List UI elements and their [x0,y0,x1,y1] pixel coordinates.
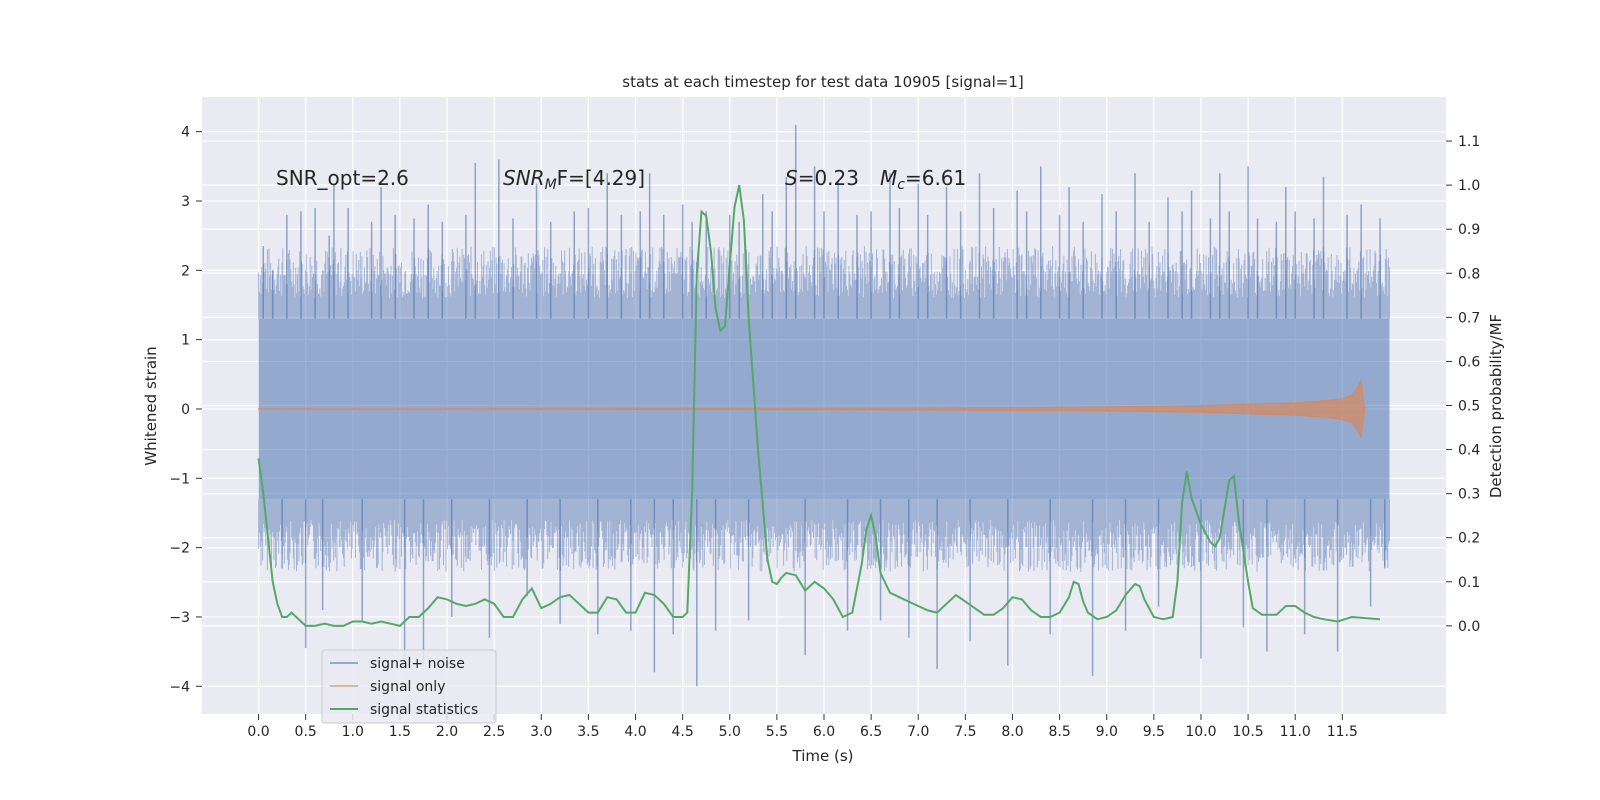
x-tick-label-17: 8.5 [1048,724,1070,740]
y-right-tick-label-2: 0.9 [1458,222,1480,238]
y-left-tick-label-6: −2 [169,541,190,557]
annotation-mc-rest: =6.61 [905,166,966,190]
y-right-tick-label-4: 0.7 [1458,310,1480,326]
y-right-axis-label: Detection probability/MF [1487,314,1505,498]
x-tick-label-11: 5.5 [766,724,788,740]
x-tick-label-9: 4.5 [672,724,694,740]
x-tick-label-6: 3.0 [530,724,552,740]
y-right-tick-label-3: 0.8 [1458,266,1480,282]
x-tick-label-13: 6.5 [860,724,882,740]
x-tick-label-2: 1.0 [342,724,364,740]
annotation-s-rest: =0.23 [798,166,859,190]
y-right-tick-label-10: 0.1 [1458,575,1480,591]
annotation-snr-mf-sub: M [545,177,557,193]
legend-label-signal-statistics: signal statistics [370,702,478,718]
y-right-tick-label-6: 0.5 [1458,399,1480,415]
signal-plus-noise-fluctuation-lower [258,499,1390,572]
x-tick-label-19: 9.5 [1143,724,1165,740]
series-signal-only [257,377,1366,440]
x-tick-label-21: 10.5 [1233,724,1264,740]
annotation-s-main: S [785,166,798,190]
y-left-tick-label-7: −3 [169,610,190,626]
y-right-axis-ticks: 1.1 1.0 0.9 0.8 0.7 0.6 0.5 0.4 0.3 0.2 0.1 0.0 [1446,134,1480,635]
x-tick-label-8: 4.0 [624,724,646,740]
y-left-axis-label: Whitened strain [142,346,160,465]
legend-label-signal-plus-noise: signal+ noise [370,656,465,672]
annotations: SNR_opt=2.6 SNRMF=[4.29] S=0.23 Mc=6.61 [276,166,966,193]
x-tick-label-22: 11.0 [1280,724,1311,740]
x-tick-label-7: 3.5 [577,724,599,740]
y-left-tick-label-4: 0 [181,402,190,418]
y-right-tick-label-7: 0.4 [1458,443,1480,459]
y-left-tick-label-8: −4 [169,679,190,695]
y-right-tick-label-11: 0.0 [1458,619,1480,635]
signal-only-envelope [257,377,1366,440]
y-left-tick-label-0: 4 [181,125,190,141]
x-tick-label-0: 0.0 [247,724,269,740]
annotation-mc-main: M [880,166,897,190]
legend-box [321,649,497,724]
y-right-tick-label-8: 0.3 [1458,487,1480,503]
y-right-tick-label-5: 0.6 [1458,354,1480,370]
x-tick-label-14: 7.0 [907,724,929,740]
annotation-mc: Mc=6.61 [880,166,966,193]
annotation-snr-mf: SNRMF=[4.29] [503,166,645,193]
x-tick-label-3: 1.5 [389,724,411,740]
y-left-tick-label-1: 3 [181,194,190,210]
series-signal-statistics [257,184,1381,627]
x-tick-label-15: 7.5 [954,724,976,740]
y-right-tick-label-1: 1.0 [1458,178,1480,194]
chart-title: stats at each timestep for test data 109… [622,73,1023,91]
x-tick-label-16: 8.0 [1001,724,1023,740]
x-tick-label-18: 9.0 [1096,724,1118,740]
y-right-tick-label-0: 1.1 [1458,134,1480,150]
annotation-s: S=0.23 [785,166,859,190]
legend: signal+ noise signal only signal statist… [321,649,497,724]
y-left-axis-ticks: 4 3 2 1 0 −1 −2 −3 −4 [169,125,202,695]
x-tick-label-10: 5.0 [719,724,741,740]
annotation-snr-mf-main: SNR [503,166,545,190]
annotation-mc-sub: c [897,177,905,193]
x-tick-label-4: 2.0 [436,724,458,740]
x-tick-label-5: 2.5 [483,724,505,740]
x-tick-label-20: 10.0 [1185,724,1216,740]
signal-statistics-line [257,184,1381,627]
x-tick-label-1: 0.5 [295,724,317,740]
y-left-tick-label-3: 1 [181,333,190,349]
legend-label-signal-only: signal only [370,679,445,695]
signal-plus-noise-fluctuation-upper [258,246,1390,319]
y-right-tick-label-9: 0.2 [1458,531,1480,547]
y-left-tick-label-2: 2 [181,263,190,279]
annotation-snr-opt: SNR_opt=2.6 [276,166,409,190]
x-tick-label-23: 11.5 [1327,724,1358,740]
x-axis-label: Time (s) [792,747,854,765]
annotation-snr-mf-rest: F=[4.29] [557,166,645,190]
y-left-tick-label-5: −1 [169,471,190,487]
x-tick-label-12: 6.0 [813,724,835,740]
